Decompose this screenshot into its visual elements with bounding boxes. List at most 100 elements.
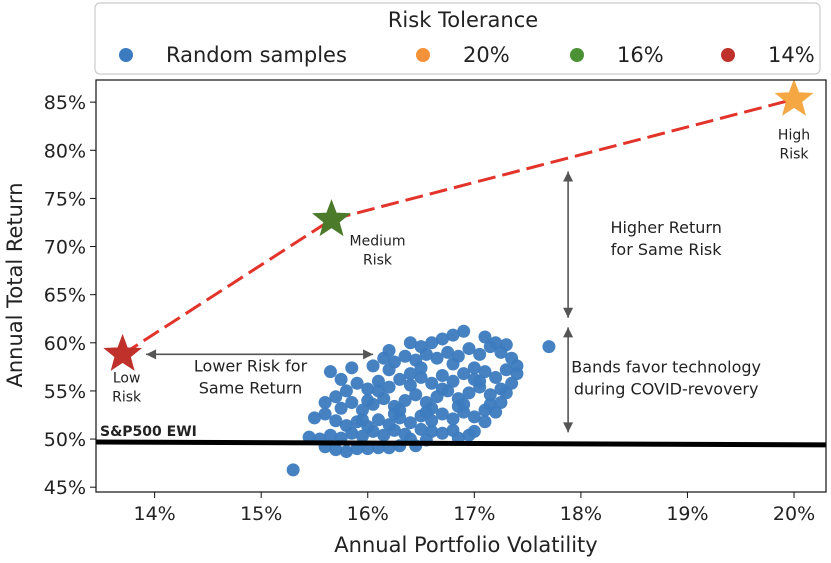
scatter-point <box>446 328 460 342</box>
benchmark-line <box>95 439 827 448</box>
scatter-point <box>307 411 321 425</box>
lower-risk-arrow <box>146 349 374 360</box>
scatter-point <box>318 395 332 409</box>
scatter-point <box>403 367 417 381</box>
scatter-point <box>489 336 503 350</box>
scatter-point <box>398 394 412 408</box>
legend-label: Random samples <box>166 43 347 67</box>
scatter-point <box>345 361 359 375</box>
x-tick-label: 16% <box>347 503 389 525</box>
scatter-point <box>499 363 513 377</box>
scatter-point <box>361 394 375 408</box>
y-axis-label: Annual Total Return <box>3 182 27 387</box>
y-tick-label: 85% <box>44 92 86 114</box>
benchmark-label: S&P500 EWI <box>100 424 197 440</box>
scatter-point <box>441 345 455 359</box>
scatter-point <box>366 359 380 373</box>
y-tick-label: 75% <box>44 188 86 210</box>
scatter-point <box>286 463 300 477</box>
low-risk-label: Low <box>113 370 141 386</box>
medium-risk-label: Risk <box>363 253 393 269</box>
y-tick-label: 60% <box>44 333 86 355</box>
scatter-point <box>473 347 487 361</box>
scatter-point <box>382 380 396 394</box>
legend-marker <box>416 48 430 62</box>
legend: Risk Tolerance Random samples 20% 16% 14% <box>94 2 821 75</box>
efficient-frontier-line <box>121 97 795 356</box>
x-tick-label: 18% <box>560 503 602 525</box>
scatter-point <box>345 395 359 409</box>
higher-return-arrow-head <box>563 171 574 182</box>
y-tick-label: 55% <box>44 381 86 403</box>
bands-arrow <box>563 327 574 433</box>
scatter-point <box>329 414 343 428</box>
medium-risk-star-marker <box>312 199 351 237</box>
scatter-point <box>334 401 348 415</box>
scatter-point <box>323 428 337 442</box>
scatter-point <box>542 340 556 354</box>
scatter-point <box>382 418 396 432</box>
scatter-point <box>425 376 439 390</box>
bands-favor-annotation: Bands favor technology <box>571 358 761 377</box>
higher-return-annotation: Higher Return <box>610 218 721 237</box>
high-risk-label: Risk <box>780 146 810 162</box>
scatter-point <box>334 372 348 386</box>
scatter-point <box>371 374 385 388</box>
higher-return-arrow-head <box>563 307 574 318</box>
scatter-point <box>435 332 449 346</box>
scatter-point <box>350 376 364 390</box>
x-tick-label: 19% <box>666 503 708 525</box>
scatter-point <box>446 357 460 371</box>
scatter-point <box>483 397 497 411</box>
legend-marker <box>119 48 133 62</box>
scatter-point <box>451 399 465 413</box>
high-risk-label: High <box>778 127 810 143</box>
scatter-point <box>382 343 396 357</box>
scatter-point <box>403 416 417 430</box>
scatter-point <box>339 419 353 433</box>
scatter-point <box>371 413 385 427</box>
scatter-point <box>489 370 503 384</box>
scatter-point <box>446 412 460 426</box>
low-risk-star-marker <box>103 333 143 371</box>
scatter-point <box>355 403 369 417</box>
x-tick-label: 20% <box>773 503 815 525</box>
scatter-point <box>387 407 401 421</box>
legend-marker <box>570 48 584 62</box>
scatter-point <box>430 351 444 365</box>
scatter-point <box>478 415 492 429</box>
scatter-point <box>499 386 513 400</box>
scatter-point <box>339 445 353 459</box>
medium-risk-label: Medium <box>350 234 406 250</box>
scatter-point <box>419 405 433 419</box>
bands-arrow-head <box>563 422 574 433</box>
scatter-point <box>323 365 337 379</box>
scatter-point <box>467 410 481 424</box>
scatter-point <box>409 388 423 402</box>
scatter-point <box>329 443 343 457</box>
scatter-point <box>425 336 439 350</box>
y-tick-label: 50% <box>44 429 86 451</box>
scatter-point <box>462 342 476 356</box>
y-tick-label: 45% <box>44 477 86 499</box>
scatter-point <box>371 384 385 398</box>
scatter-point <box>355 429 369 443</box>
scatter-point <box>457 324 471 338</box>
bands-favor-annotation: during COVID-revovery <box>574 380 759 399</box>
scatter-point <box>499 338 513 352</box>
lower-risk-arrow-head <box>146 349 157 360</box>
y-tick-label: 65% <box>44 285 86 307</box>
scatter-point <box>510 367 524 381</box>
scatter-point <box>467 424 481 438</box>
scatter-point <box>483 388 497 402</box>
scatter-point <box>329 390 343 404</box>
bands-arrow-head <box>563 327 574 338</box>
lower-risk-annotation: Lower Risk for <box>194 357 308 376</box>
legend-label: 14% <box>768 43 815 67</box>
scatter-point <box>446 374 460 388</box>
scatter-point <box>478 365 492 379</box>
scatter-point <box>494 395 508 409</box>
lower-risk-arrow-head <box>363 349 374 360</box>
